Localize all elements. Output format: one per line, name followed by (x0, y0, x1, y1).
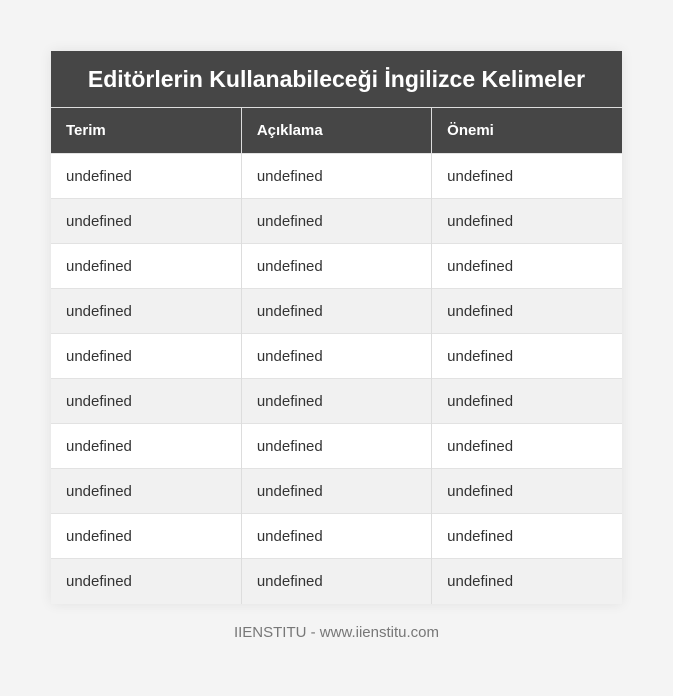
table-cell: undefined (431, 243, 622, 289)
table-cell: undefined (51, 333, 242, 379)
table-cell: undefined (431, 558, 622, 604)
table-cell: undefined (51, 558, 242, 604)
table-row: undefined undefined undefined (51, 513, 622, 559)
table-cell: undefined (51, 513, 242, 559)
table-row: undefined undefined undefined (51, 378, 622, 424)
table-cell: undefined (241, 558, 433, 604)
column-header: Önemi (431, 108, 622, 154)
table-cell: undefined (431, 378, 622, 424)
footer-credit: IIENSTITU - www.iienstitu.com (233, 624, 440, 641)
table-row: undefined undefined undefined (51, 243, 622, 289)
table-cell: undefined (241, 243, 433, 289)
table-header-row: Terim Açıklama Önemi (51, 108, 622, 154)
table-cell: undefined (241, 153, 433, 199)
table-cell: undefined (431, 198, 622, 244)
data-table: Terim Açıklama Önemi undefined undefined und… (51, 108, 622, 604)
table-cell: undefined (51, 243, 242, 289)
table-cell: undefined (431, 153, 622, 199)
table-cell: undefined (241, 378, 433, 424)
table-cell: undefined (241, 513, 433, 559)
column-header: Açıklama (241, 108, 433, 154)
table-cell: undefined (51, 468, 242, 514)
table-cell: undefined (51, 153, 242, 199)
table-row: undefined undefined undefined (51, 333, 622, 379)
table-cell: undefined (431, 468, 622, 514)
table-cell: undefined (241, 423, 433, 469)
column-header: Terim (51, 108, 242, 154)
table-cell: undefined (431, 333, 622, 379)
table-row: undefined undefined undefined (51, 288, 622, 334)
table-row: undefined undefined undefined (51, 558, 622, 604)
table-cell: undefined (51, 288, 242, 334)
table-cell: undefined (431, 513, 622, 559)
table-cell: undefined (241, 333, 433, 379)
table-row: undefined undefined undefined (51, 198, 622, 244)
table-cell: undefined (51, 378, 242, 424)
table-row: undefined undefined undefined (51, 468, 622, 514)
table-cell: undefined (241, 468, 433, 514)
table-cell: undefined (51, 198, 242, 244)
table-title: Editörlerin Kullanabileceği İngilizce Ke… (51, 51, 622, 108)
table-cell: undefined (241, 198, 433, 244)
table-cell: undefined (431, 423, 622, 469)
table-cell: undefined (431, 288, 622, 334)
table-cell: undefined (241, 288, 433, 334)
data-table-card: Editörlerin Kullanabileceği İngilizce Ke… (51, 51, 622, 604)
table-row: undefined undefined undefined (51, 153, 622, 199)
table-cell: undefined (51, 423, 242, 469)
table-row: undefined undefined undefined (51, 423, 622, 469)
